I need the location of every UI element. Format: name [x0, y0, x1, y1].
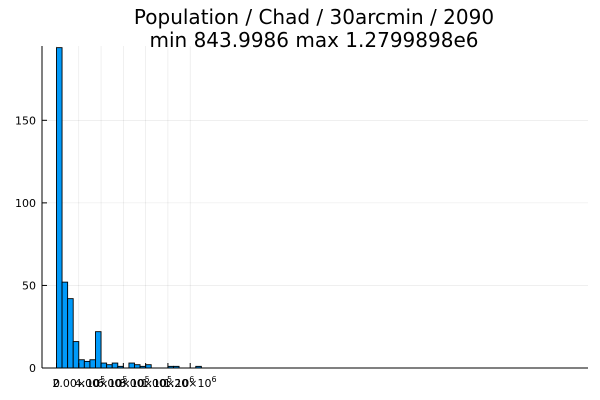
- bars-layer: [56, 47, 202, 369]
- y-tick-label: 50: [22, 279, 36, 292]
- ticks-layer: 05010015002.00×1054.00×1056.00×1058.00×1…: [15, 114, 217, 390]
- histogram-bar: [78, 359, 85, 369]
- y-tick-label: 150: [15, 114, 36, 127]
- histogram-bar: [83, 360, 91, 369]
- histogram-bar: [95, 331, 102, 369]
- x-tick-label: 4.00×105: [75, 375, 128, 390]
- x-tick-label: 6.00×105: [97, 375, 150, 390]
- histogram-bar: [56, 47, 63, 369]
- histogram-bar: [128, 362, 135, 369]
- y-tick-label: 100: [15, 197, 36, 210]
- x-tick-label: 0: [53, 377, 60, 390]
- histogram-bar: [89, 359, 96, 369]
- x-tick-label: 8.00×105: [119, 375, 172, 390]
- histogram-bar: [72, 341, 80, 369]
- chart-title-line2: min 843.9986 max 1.2799898e6: [150, 28, 479, 52]
- chart-title-line1: Population / Chad / 30arcmin / 2090: [134, 5, 494, 29]
- axes-layer: [41, 46, 588, 369]
- y-tick-label: 0: [29, 362, 36, 375]
- grid-layer: [42, 46, 588, 369]
- histogram-bar: [100, 362, 108, 369]
- histogram-bar: [111, 362, 119, 369]
- x-tick-label: 1.00×106: [142, 375, 195, 390]
- x-tick-label: 2.00×105: [52, 375, 105, 390]
- histogram-bar: [67, 298, 74, 369]
- x-tick-label: 1.20×106: [164, 375, 217, 390]
- histogram-bar: [61, 281, 69, 369]
